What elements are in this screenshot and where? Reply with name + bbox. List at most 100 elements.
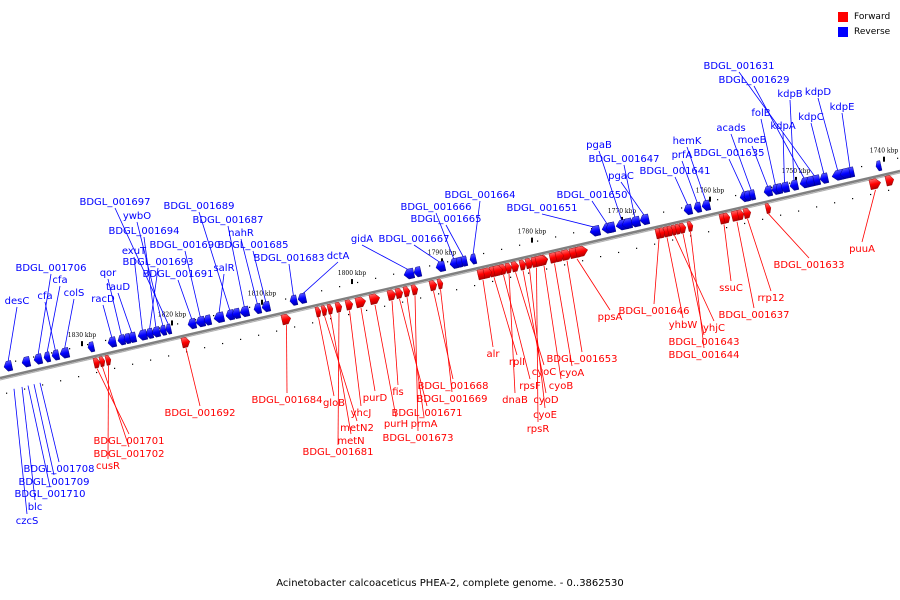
forward-gene-arrow [492,265,504,277]
reverse-leader [21,386,36,501]
minor-tick [582,260,584,262]
forward-leader [515,272,545,366]
minor-tick [897,157,899,159]
minor-tick [168,355,170,357]
forward-gene-label: BDGL_001637 [718,310,789,321]
minor-tick [384,305,386,307]
forward-gene-label: BDGL_001692 [164,408,235,419]
reverse-leader [789,99,795,182]
tick-group: 1830 kbp 1820 kbp 1810 kbp 1800 kbp 1790 kbp… [6,148,898,394]
minor-tick [285,298,287,300]
reverse-gene-arrow [203,314,213,326]
forward-leader [747,218,772,292]
forward-leader [360,308,376,392]
reverse-gene-arrow [693,201,703,213]
reverse-gene-label: gidA [351,234,373,245]
minor-tick [42,384,44,386]
minor-tick [456,289,458,291]
reverse-gene-arrow [51,349,61,361]
forward-gene-arrow [764,203,772,214]
forward-leader [674,235,715,322]
reverse-gene-arrow [789,179,800,191]
tick-label: 1830 kbp [68,332,97,339]
minor-tick [708,231,710,233]
reverse-gene-label: pgaC [608,171,634,182]
forward-gene-label: rpsF [519,381,541,392]
reverse-gene-label: kdpD [805,87,831,98]
tick-label: 1740 kbp [870,148,899,155]
reverse-leader [102,304,113,339]
reverse-leader [64,298,75,350]
legend-forward-label: Forward [854,11,891,22]
minor-tick [150,359,152,361]
reverse-swatch [838,26,848,37]
reverse-gene-label: BDGL_001647 [588,154,659,165]
reverse-gene-label: racD [91,294,115,305]
forward-gene-label: yhjC [703,323,725,334]
reverse-gene-arrow [261,300,272,313]
forward-leader [391,300,399,386]
reverse-gene-label: qor [100,268,117,279]
minor-tick [600,256,602,258]
reverse-gene-arrow [413,266,423,278]
forward-leader [286,325,288,394]
forward-gene-arrow [334,301,343,313]
minor-tick [636,247,638,249]
reverse-gene-label: BDGL_001689 [163,201,234,212]
reverse-gene-arrow [59,347,71,359]
minor-tick [510,276,512,278]
forward-gene-label: BDGL_001702 [93,449,164,460]
forward-gene-label: yhbW [669,320,698,331]
forward-gene-arrow [314,306,322,318]
minor-tick [258,334,260,336]
forward-gene-arrow [666,225,674,237]
reverse-leader [177,279,193,320]
forward-leader [374,304,397,418]
reverse-gene-label: BDGL_001706 [15,263,86,274]
minor-tick [798,210,800,212]
forward-gene-arrow [554,250,565,263]
forward-gene-label: BDGL_001633 [773,260,844,271]
forward-gene-label: BDGL_001643 [668,337,739,348]
reverse-gene-label: dctA [327,251,350,262]
tick-label: 1820 kbp [158,311,187,318]
major-tick [621,216,623,222]
reverse-leader [136,221,164,327]
forward-gene-label: purH [384,419,408,430]
reverse-gene-arrow [839,167,852,179]
major-tick [531,237,533,243]
minor-tick [330,318,332,320]
minor-tick [321,290,323,292]
forward-gene-label: fis [392,387,404,398]
minor-tick [60,380,62,382]
reverse-gene-label: BDGL_001641 [639,166,710,177]
minor-tick [276,330,278,332]
reverse-gene-arrow [403,267,416,280]
reverse-gene-arrow [231,307,242,320]
reverse-gene-arrow [779,181,791,193]
reverse-gene-label: desC [5,296,30,307]
forward-leader [324,315,358,422]
minor-tick [69,348,71,350]
reverse-leader [686,146,707,202]
reverse-leader [620,181,645,217]
major-tick [171,320,173,326]
reverse-leader [184,250,201,319]
reverse-gene-label: cfa [37,291,52,302]
reverse-leader [728,158,745,193]
forward-gene-label: purD [363,393,388,404]
minor-tick [393,273,395,275]
major-tick [81,341,83,347]
forward-leader [318,317,335,397]
minor-tick [663,211,665,213]
reverse-gene-arrow [589,224,602,237]
reverse-gene-arrow [87,341,96,353]
forward-leader [349,310,362,407]
tick-label: 1800 kbp [338,270,367,277]
reverse-gene-label: BDGL_001693 [122,257,193,268]
forward-leader [102,366,130,448]
reverse-gene-label: nahR [228,228,254,239]
forward-leader [482,280,494,348]
